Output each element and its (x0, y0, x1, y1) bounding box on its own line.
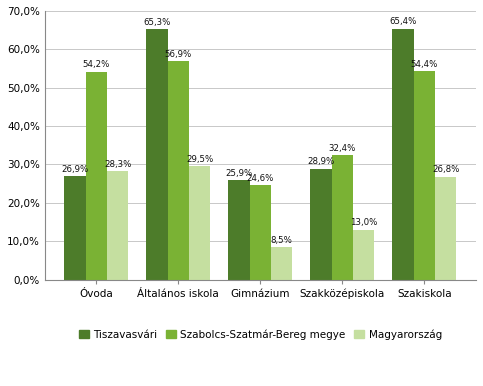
Bar (353, 230, 374, 279)
Text: 26,8%: 26,8% (432, 166, 459, 174)
Bar (146, 29, 168, 279)
Text: 26,9%: 26,9% (61, 165, 88, 174)
Text: 56,9%: 56,9% (165, 50, 192, 59)
Bar (414, 71, 435, 279)
Text: 65,3%: 65,3% (143, 18, 170, 27)
Bar (393, 29, 414, 279)
Text: 32,4%: 32,4% (329, 144, 356, 153)
Bar (311, 169, 332, 279)
Bar (228, 180, 250, 279)
Bar (85, 71, 107, 279)
Text: 24,6%: 24,6% (247, 174, 274, 183)
Text: 54,4%: 54,4% (411, 59, 438, 68)
Text: 25,9%: 25,9% (226, 169, 253, 178)
Bar (189, 166, 210, 279)
Text: 28,3%: 28,3% (104, 160, 131, 169)
Text: 8,5%: 8,5% (271, 235, 293, 245)
Text: 28,9%: 28,9% (308, 157, 335, 166)
Text: 13,0%: 13,0% (350, 218, 377, 227)
Text: 65,4%: 65,4% (389, 17, 417, 26)
Bar (435, 177, 456, 279)
Bar (64, 176, 85, 279)
Bar (168, 61, 189, 279)
Bar (332, 155, 353, 279)
Text: 29,5%: 29,5% (186, 155, 213, 164)
Bar (107, 171, 128, 279)
Text: 54,2%: 54,2% (83, 60, 110, 69)
Legend: Tiszavasvári, Szabolcs-Szatmár-Bereg megye, Magyarország: Tiszavasvári, Szabolcs-Szatmár-Bereg meg… (75, 325, 446, 344)
Bar (250, 185, 271, 279)
Bar (271, 247, 292, 279)
